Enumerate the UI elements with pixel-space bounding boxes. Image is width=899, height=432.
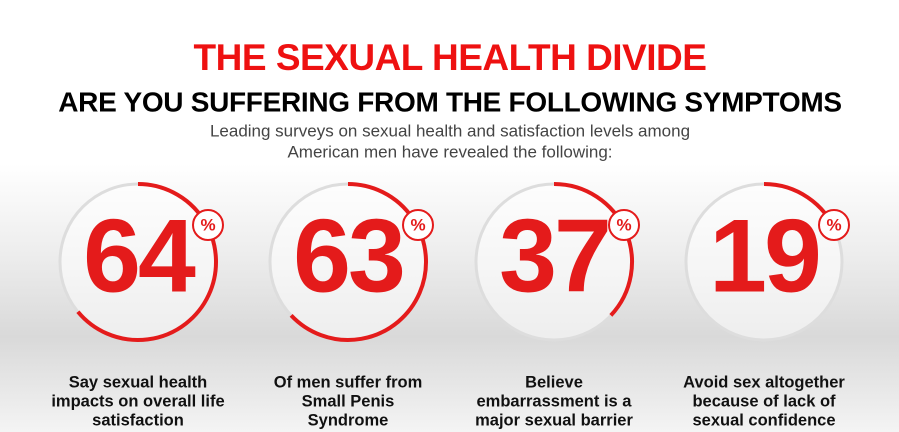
unit-badge xyxy=(192,209,224,241)
stat-description: because of lack of xyxy=(692,392,836,410)
stat-description: major sexual barrier xyxy=(475,411,633,429)
stat-number: 63 xyxy=(293,198,403,314)
stat-description: Small Penis xyxy=(302,392,395,410)
stat-number: 64 xyxy=(83,198,196,314)
stat-description: Believe xyxy=(525,373,583,391)
unit-badge xyxy=(608,209,640,241)
stat-description: impacts on overall life xyxy=(51,392,224,410)
unit-badge xyxy=(818,209,850,241)
stat-description: Avoid sex altogether xyxy=(683,373,845,391)
unit-label: % xyxy=(200,215,215,234)
stat-description: embarrassment is a xyxy=(476,392,632,410)
stat-description: Say sexual health xyxy=(69,373,208,391)
unit-badge xyxy=(402,209,434,241)
unit-label: % xyxy=(410,215,425,234)
stat-number: 37 xyxy=(499,198,609,314)
stat-description: Syndrome xyxy=(308,411,389,429)
unit-label: % xyxy=(616,215,631,234)
subtitle: ARE YOU SUFFERING FROM THE FOLLOWING SYM… xyxy=(58,86,841,117)
progress-arc xyxy=(289,182,428,342)
unit-label: % xyxy=(826,215,841,234)
intro-line: American men have revealed the following… xyxy=(287,142,612,161)
intro-line: Leading surveys on sexual health and sat… xyxy=(210,121,690,140)
stat-number: 19 xyxy=(709,198,819,314)
stat-description: sexual confidence xyxy=(692,411,835,429)
title: THE SEXUAL HEALTH DIVIDE xyxy=(194,37,707,78)
stat-description: satisfaction xyxy=(92,411,184,429)
progress-arc xyxy=(76,182,218,342)
stat-description: Of men suffer from xyxy=(274,373,423,391)
